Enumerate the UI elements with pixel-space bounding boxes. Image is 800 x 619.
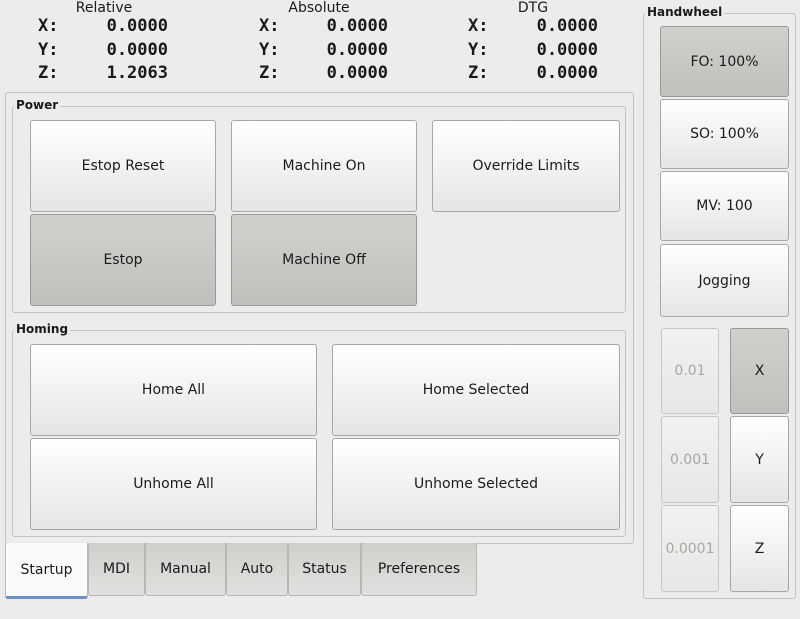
axis-label: X: [259,16,280,36]
dro-relative-title: Relative [75,0,133,16]
tab-manual[interactable]: Manual [145,543,226,596]
increment-0.0001-button[interactable]: 0.0001 [661,505,719,592]
override-limits-button[interactable]: Override Limits [432,120,620,212]
axis-label: Z: [259,63,280,83]
homing-group [12,330,626,537]
handwheel-group-title: Handwheel [645,5,725,19]
power-group [12,106,626,313]
axis-label: X: [468,16,489,36]
increment-0.001-button[interactable]: 0.001 [661,416,719,503]
axis-label: X: [38,16,59,36]
axis-label: Y: [468,40,489,60]
home-all-button[interactable]: Home All [30,344,317,436]
machine-on-button[interactable]: Machine On [231,120,417,212]
machine-off-button[interactable]: Machine Off [231,214,417,306]
axis-y-button[interactable]: Y [730,416,789,503]
axis-value: 0.0000 [326,63,388,83]
axis-label: Y: [259,40,280,60]
unhome-selected-button[interactable]: Unhome Selected [332,438,620,530]
unhome-all-button[interactable]: Unhome All [30,438,317,530]
tab-preferences[interactable]: Preferences [361,543,477,596]
tab-mdi[interactable]: MDI [88,543,145,596]
axis-x-button[interactable]: X [730,328,789,414]
axis-value: 1.2063 [106,63,168,83]
increment-0.01-button[interactable]: 0.01 [661,328,719,414]
jogging-button[interactable]: Jogging [660,244,789,317]
spindle-override-button[interactable]: SO: 100% [660,99,789,169]
tab-startup[interactable]: Startup [5,543,88,599]
dro-absolute-title: Absolute [288,0,350,16]
power-group-title: Power [14,98,61,112]
dro-dtg-title: DTG [517,0,549,16]
axis-z-button[interactable]: Z [730,505,789,592]
axis-value: 0.0000 [326,16,388,36]
home-selected-button[interactable]: Home Selected [332,344,620,436]
estop-button[interactable]: Estop [30,214,216,306]
estop-reset-button[interactable]: Estop Reset [30,120,216,212]
axis-value: 0.0000 [536,63,598,83]
axis-value: 0.0000 [106,40,168,60]
axis-label: Y: [38,40,59,60]
axis-value: 0.0000 [106,16,168,36]
feed-override-button[interactable]: FO: 100% [660,26,789,97]
max-velocity-button[interactable]: MV: 100 [660,171,789,241]
tab-status[interactable]: Status [288,543,361,596]
axis-value: 0.0000 [536,40,598,60]
axis-label: Z: [468,63,489,83]
axis-value: 0.0000 [536,16,598,36]
axis-value: 0.0000 [326,40,388,60]
axis-label: Z: [38,63,59,83]
homing-group-title: Homing [14,322,71,336]
tab-auto[interactable]: Auto [226,543,288,596]
